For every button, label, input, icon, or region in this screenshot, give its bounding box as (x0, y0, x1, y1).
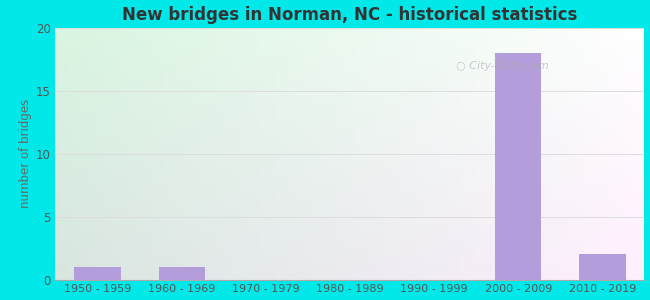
Y-axis label: number of bridges: number of bridges (19, 99, 32, 208)
Title: New bridges in Norman, NC - historical statistics: New bridges in Norman, NC - historical s… (122, 6, 578, 24)
Bar (579, 254, 625, 280)
Bar (74, 267, 121, 280)
Bar (159, 267, 205, 280)
Bar (495, 53, 541, 280)
Text: ○ City-Data.com: ○ City-Data.com (456, 61, 549, 70)
